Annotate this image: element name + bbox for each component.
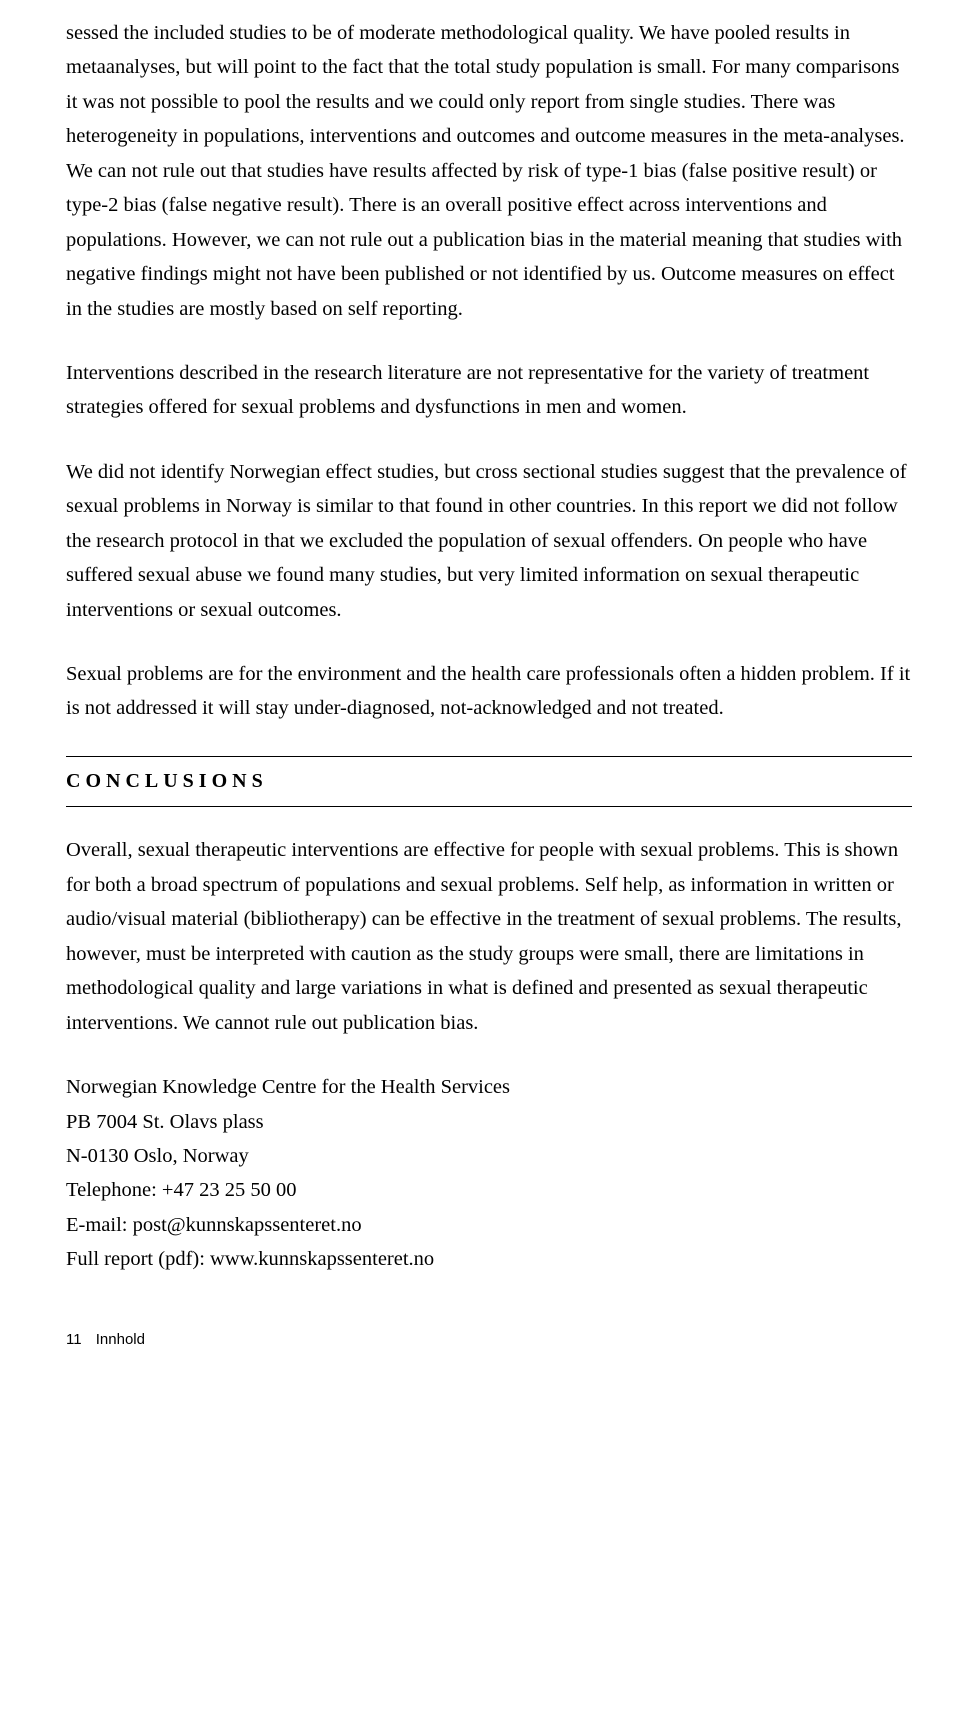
body-paragraph-3: We did not identify Norwegian effect stu… <box>66 455 912 627</box>
conclusions-heading: CONCLUSIONS <box>66 756 912 808</box>
page-number: 11 <box>66 1331 82 1348</box>
contact-address-2: N-0130 Oslo, Norway <box>66 1139 912 1173</box>
body-paragraph-1: sessed the included studies to be of mod… <box>66 16 912 326</box>
body-paragraph-2: Interventions described in the research … <box>66 356 912 425</box>
contact-phone: Telephone: +47 23 25 50 00 <box>66 1173 912 1207</box>
body-paragraph-4: Sexual problems are for the environment … <box>66 657 912 726</box>
contact-address-1: PB 7004 St. Olavs plass <box>66 1105 912 1139</box>
contact-block: Norwegian Knowledge Centre for the Healt… <box>66 1070 912 1277</box>
contact-email: E-mail: post@kunnskapssenteret.no <box>66 1208 912 1242</box>
contact-org: Norwegian Knowledge Centre for the Healt… <box>66 1070 912 1104</box>
conclusions-paragraph: Overall, sexual therapeutic intervention… <box>66 833 912 1040</box>
contact-report-link: Full report (pdf): www.kunnskapssenteret… <box>66 1242 912 1276</box>
page-footer: 11 Innhold <box>66 1327 912 1352</box>
footer-label: Innhold <box>96 1331 145 1348</box>
